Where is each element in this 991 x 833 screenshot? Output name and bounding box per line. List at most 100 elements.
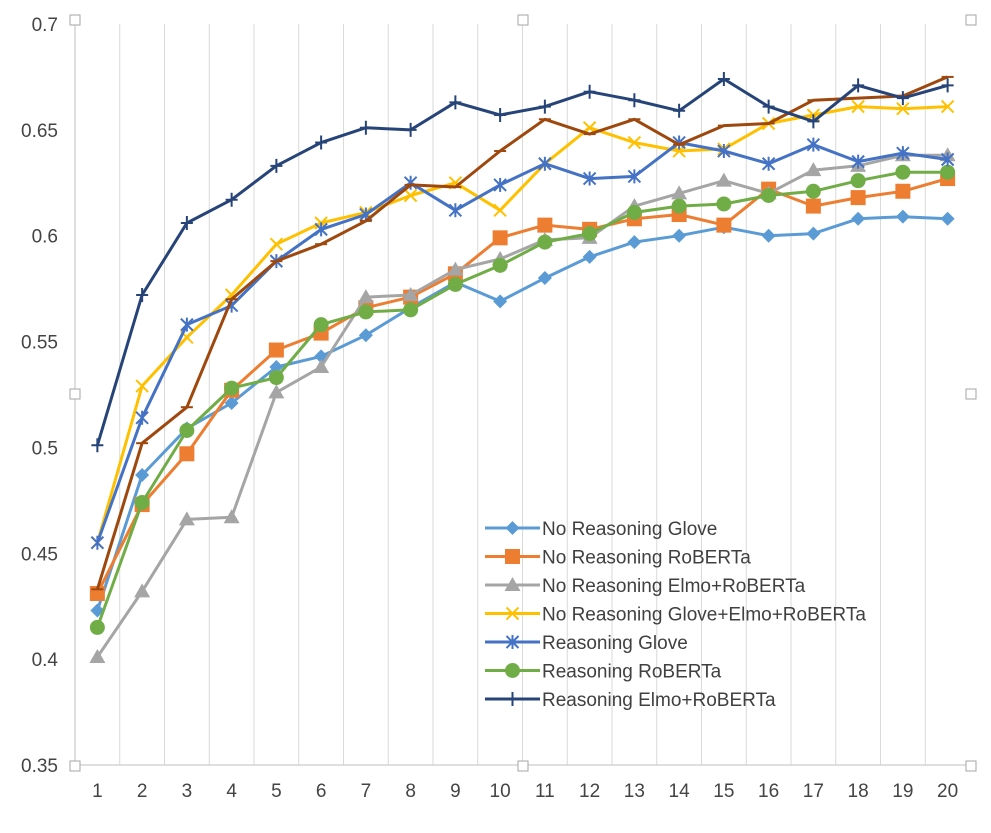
data-point [537, 271, 552, 286]
x-tick-label: 9 [450, 781, 461, 802]
data-point [313, 358, 330, 373]
legend-label: No Reasoning Glove+Elmo+RoBERTa [542, 605, 866, 626]
resize-handle[interactable] [69, 760, 81, 772]
legend-swatch-marker [505, 549, 520, 564]
data-point [715, 172, 732, 187]
x-tick-label: 16 [758, 781, 779, 802]
data-point [179, 422, 195, 438]
data-point [403, 188, 418, 203]
data-point [805, 198, 821, 214]
legend-swatch-marker [505, 521, 520, 535]
data-point [941, 78, 954, 93]
data-point [895, 164, 911, 180]
series-6 [89, 164, 956, 635]
x-tick-label: 6 [316, 781, 327, 802]
data-point [403, 302, 419, 318]
data-point [537, 217, 553, 233]
y-tick-label: 0.35 [21, 756, 58, 777]
data-point [582, 249, 597, 264]
data-point [850, 173, 866, 189]
data-point [716, 196, 732, 212]
data-point [358, 304, 374, 320]
legend-entry: Reasoning Elmo+RoBERTa [485, 690, 776, 711]
data-point [626, 204, 642, 220]
y-tick-label: 0.5 [32, 438, 58, 459]
data-point [134, 583, 151, 598]
data-point [537, 234, 553, 250]
data-point [582, 226, 598, 242]
data-point [135, 379, 149, 393]
resize-handle[interactable] [69, 388, 81, 400]
selection-handles[interactable] [69, 14, 977, 772]
data-point [492, 230, 508, 246]
data-point [940, 164, 956, 180]
data-point [895, 209, 910, 224]
data-point [91, 438, 104, 453]
data-point [269, 237, 284, 251]
data-point [940, 99, 955, 114]
data-point [89, 649, 106, 664]
resize-handle[interactable] [965, 388, 977, 400]
data-point [136, 287, 149, 302]
x-tick-label: 10 [490, 781, 511, 802]
x-tick-label: 8 [405, 781, 416, 802]
legend-label: No Reasoning Elmo+RoBERTa [542, 576, 806, 597]
legend-entry: Reasoning Glove [485, 633, 688, 654]
data-point [448, 203, 463, 218]
legend-swatch-marker [505, 635, 520, 649]
data-point [672, 228, 687, 243]
resize-handle[interactable] [965, 14, 977, 26]
data-point [268, 370, 284, 386]
series-lines [89, 72, 956, 664]
data-point [358, 328, 373, 343]
data-point [628, 93, 641, 108]
series-8 [91, 75, 954, 591]
legend-entry: No Reasoning Elmo+RoBERTa [485, 576, 806, 597]
y-tick-label: 0.65 [21, 121, 58, 142]
data-point [89, 619, 105, 635]
x-tick-label: 7 [361, 781, 372, 802]
legend-entry: Reasoning RoBERTa [485, 662, 722, 683]
data-point [402, 286, 419, 301]
data-point [493, 203, 507, 218]
legend-label: No Reasoning RoBERTa [542, 548, 751, 569]
data-point [315, 135, 328, 150]
legend-entry: No Reasoning Glove [485, 519, 717, 540]
data-point [851, 211, 866, 226]
legend-entry: No Reasoning Glove+Elmo+RoBERTa [485, 605, 866, 626]
y-tick-label: 0.4 [32, 650, 59, 671]
data-point [806, 226, 821, 241]
data-point [492, 257, 508, 273]
data-point [268, 384, 285, 399]
data-point [627, 169, 642, 184]
data-point [359, 120, 372, 135]
data-point [805, 183, 821, 199]
data-point [717, 72, 730, 87]
data-point [224, 395, 239, 410]
legend-swatch-marker [506, 692, 519, 706]
resize-handle[interactable] [517, 14, 529, 26]
data-point [807, 114, 820, 129]
x-tick-label: 12 [579, 781, 600, 802]
data-point [494, 108, 507, 123]
y-tick-label: 0.55 [21, 333, 58, 354]
x-tick-label: 13 [624, 781, 645, 802]
data-point [673, 103, 686, 118]
data-point [940, 152, 955, 167]
data-point [582, 171, 597, 186]
resize-handle[interactable] [69, 14, 81, 26]
x-tick-label: 1 [92, 781, 103, 802]
data-point [805, 162, 822, 177]
resize-handle[interactable] [965, 760, 977, 772]
data-point [269, 359, 284, 374]
data-point [135, 467, 150, 482]
data-point [268, 342, 284, 358]
data-point [224, 380, 240, 396]
data-point [627, 135, 642, 150]
x-tick-label: 20 [937, 781, 958, 802]
resize-handle[interactable] [517, 760, 529, 772]
x-tick-label: 3 [182, 781, 193, 802]
data-point [357, 289, 374, 304]
x-tick-label: 17 [803, 781, 824, 802]
